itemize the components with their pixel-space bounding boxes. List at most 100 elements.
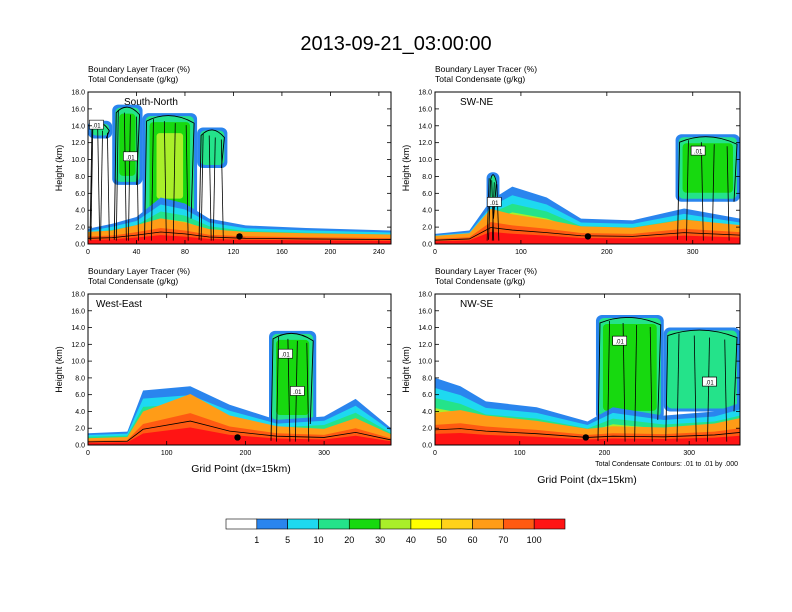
yaxis-label: Height (km): [54, 145, 64, 192]
contour-label: .01: [702, 376, 717, 387]
colorbar-label: 50: [437, 535, 447, 545]
ytick-label: 2.0: [75, 225, 85, 232]
cloud-mid: [200, 130, 225, 165]
contour-label: .01: [612, 335, 627, 346]
colorbar-swatch: [256, 518, 288, 530]
tracer-layer-100: [88, 235, 391, 244]
condensate-contour: [270, 332, 314, 441]
colorbar-swatch: [318, 518, 350, 530]
condensate-contour: [491, 180, 495, 241]
tracer-layer-100: [435, 433, 740, 445]
cloud-inner: [119, 113, 136, 176]
colorbar-swatch: [441, 518, 473, 530]
panel-header-tracer: Boundary Layer Tracer (%): [88, 64, 190, 74]
contour-note: Total Condensate Contours: .01 to .01 by…: [595, 461, 738, 468]
panel-header-tracer: Boundary Layer Tracer (%): [435, 266, 537, 276]
condensate-contour: [686, 140, 689, 241]
condensate-contour-low: [88, 231, 391, 240]
colorbar-label: 1: [254, 535, 259, 545]
condensate-contour: [212, 137, 216, 241]
condensate-contour: [136, 116, 139, 241]
xtick-label: 80: [181, 249, 189, 256]
ytick-label: 18.0: [71, 292, 85, 299]
contour-label: .01: [89, 119, 104, 130]
colorbar-swatch: [503, 518, 535, 530]
plot-frame: [434, 293, 741, 446]
panel-header-condensate: Total Condensate (g/kg): [88, 276, 178, 286]
ytick-label: 14.0: [71, 325, 85, 332]
contour-label: .01: [486, 197, 502, 207]
condensate-contour: [634, 324, 638, 442]
condensate-contour: [726, 146, 730, 241]
contour-label: .01: [123, 151, 138, 161]
ytick-label: 6.0: [75, 392, 85, 399]
ytick-label: 12.0: [418, 140, 432, 147]
ytick-label: 10.0: [418, 157, 432, 164]
ytick-label: 10.0: [71, 359, 85, 366]
ytick-label: 12.0: [71, 342, 85, 349]
condensate-contour: [486, 178, 490, 241]
colorbar-swatch: [225, 518, 258, 530]
xtick-label: 240: [373, 249, 385, 256]
condensate-contour: [208, 135, 212, 241]
condensate-contour: [724, 339, 728, 442]
colorbar: 1 5 10 20 30 40 50 60 70 100: [225, 518, 566, 545]
yaxis-label: Height (km): [401, 145, 411, 192]
plot-frame: [87, 91, 392, 245]
ytick-label: 18.0: [418, 292, 432, 299]
plot-area: .01 .01: [88, 104, 391, 244]
xtick-label: 40: [133, 249, 141, 256]
xtick-label: 100: [514, 450, 526, 457]
condensate-contour: [676, 333, 680, 442]
panel-header-tracer: Boundary Layer Tracer (%): [88, 266, 190, 276]
xtick-label: 200: [599, 450, 611, 457]
ytick-label: 8.0: [75, 174, 85, 181]
ytick-label: 8.0: [422, 174, 432, 181]
ytick-label: 6.0: [422, 392, 432, 399]
panel-name: West-East: [96, 299, 142, 310]
ytick-label: 10.0: [418, 359, 432, 366]
ytick-label: 6.0: [75, 191, 85, 198]
ytick-label: 12.0: [71, 140, 85, 147]
panel-header-condensate: Total Condensate (g/kg): [435, 276, 525, 286]
xtick-label: 200: [325, 249, 337, 256]
condensate-contour: [649, 326, 653, 442]
xtick-label: 120: [228, 249, 240, 256]
contour-label-text: .01: [126, 155, 135, 161]
ytick-label: 2.0: [422, 426, 432, 433]
ytick-label: 18.0: [418, 90, 432, 97]
condensate-contour: [496, 184, 500, 241]
contour-label-text: .01: [293, 390, 302, 396]
colorbar-swatch: [472, 518, 504, 530]
panel-header-tracer: Boundary Layer Tracer (%): [435, 64, 537, 74]
ytick-label: 4.0: [75, 409, 85, 416]
condensate-contour: [115, 110, 119, 241]
condensate-contour: [185, 125, 189, 241]
contour-label: .01: [690, 145, 706, 156]
plot-frame: [434, 91, 741, 245]
contour-label-text: .01: [694, 150, 703, 156]
figure-title: 2013-09-21_03:00:00: [300, 33, 491, 55]
contour-label: .01: [290, 386, 305, 396]
ytick-label: 2.0: [75, 426, 85, 433]
ytick-label: 14.0: [71, 123, 85, 130]
ytick-label: 16.0: [71, 106, 85, 113]
condensate-contour: [97, 128, 101, 241]
condensate-contour: [113, 106, 140, 240]
xtick-label: 0: [433, 249, 437, 256]
location-marker: [236, 233, 243, 240]
condensate-contour: [220, 139, 224, 241]
ytick-label: 2.0: [422, 225, 432, 232]
xaxis-title-right: Grid Point (dx=15km): [537, 474, 637, 486]
location-marker: [584, 233, 592, 240]
plot-area: .01 .01: [88, 330, 391, 445]
plot-frame: [87, 293, 392, 446]
ytick-label: 12.0: [418, 342, 432, 349]
xtick-label: 100: [161, 450, 173, 457]
location-marker: [234, 434, 241, 441]
contour-label-text: .01: [490, 201, 499, 207]
condensate-contour: [144, 115, 195, 240]
panel-nw-se: .01.01.01.010.02.04.06.08.010.012.014.01…: [401, 266, 741, 457]
ytick-label: 18.0: [71, 90, 85, 97]
colorbar-label: 60: [468, 535, 478, 545]
